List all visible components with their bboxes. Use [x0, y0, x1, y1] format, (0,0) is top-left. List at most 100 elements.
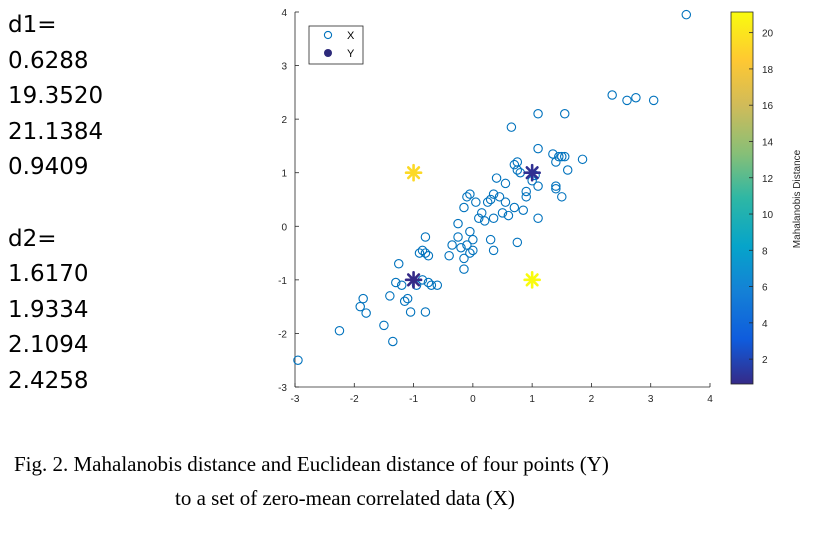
- d1-value-1: 0.6288: [8, 47, 89, 74]
- x-data-point: [512, 165, 523, 175]
- x-data-point: [459, 264, 469, 274]
- x-data-point: [512, 237, 523, 248]
- d2-label: d2=: [8, 225, 57, 252]
- x-data-point: [533, 181, 543, 191]
- d2-value-2: 1.9334: [8, 296, 89, 323]
- y-data-point: [404, 271, 423, 289]
- figure-caption-line1: Fig. 2. Mahalanobis distance and Euclide…: [14, 452, 609, 476]
- y-tick-label: 0: [281, 222, 287, 233]
- colorbar-tick-label: 20: [762, 29, 774, 40]
- x-data-point: [500, 178, 511, 189]
- colorbar-tick-label: 18: [762, 65, 774, 76]
- x-data-point: [468, 234, 478, 245]
- legend: X Y: [308, 25, 364, 65]
- x-tick-label: 2: [589, 394, 595, 405]
- axes: -3 -2 -1 0 1 2 3 4 -3 -2 -1 0 1 2 3 4: [278, 8, 713, 405]
- colorbar: [730, 11, 754, 385]
- x-data-point: [417, 245, 428, 256]
- colorbar-tick-label: 14: [762, 137, 774, 148]
- y-tick-label: 1: [281, 169, 287, 180]
- y-tick-label: -2: [278, 329, 287, 340]
- x-data-point: [399, 296, 410, 307]
- x-data-point: [521, 186, 531, 197]
- x-data-point: [533, 143, 543, 154]
- x-data-point: [453, 232, 463, 242]
- x-data-point: [476, 208, 487, 218]
- y-tick-label: 4: [281, 8, 287, 19]
- x-data-point: [420, 232, 431, 242]
- x-data-point: [391, 277, 401, 288]
- x-data-point: [622, 95, 632, 106]
- y-tick-label: -3: [278, 383, 287, 394]
- x-data-point: [485, 194, 496, 205]
- x-tick-label: 1: [529, 394, 535, 405]
- x-data-point: [420, 307, 431, 317]
- x-series-points: [293, 9, 692, 365]
- colorbar-tick-label: 6: [762, 283, 768, 294]
- figure-caption-line2: to a set of zero-mean correlated data (X…: [175, 486, 515, 510]
- x-data-point: [388, 336, 398, 347]
- d2-value-3: 2.1094: [8, 332, 89, 359]
- x-data-point: [355, 301, 365, 312]
- y-data-point: [404, 163, 423, 182]
- x-data-point: [488, 245, 499, 256]
- x-data-point: [447, 240, 457, 250]
- colorbar-tick-label: 10: [762, 210, 774, 221]
- x-data-point: [648, 95, 659, 106]
- x-data-point: [379, 320, 389, 331]
- colorbar-tick-label: 2: [762, 355, 768, 366]
- y-tick-label: 3: [281, 62, 287, 73]
- x-data-point: [631, 92, 641, 103]
- asterisk-stroke: [406, 166, 421, 180]
- colorbar-tick-label: 4: [762, 319, 768, 330]
- x-tick-label: -2: [350, 394, 359, 405]
- colorbar-tick-label: 12: [762, 174, 774, 185]
- d1-value-4: 0.9409: [8, 154, 89, 181]
- x-data-point: [432, 280, 443, 290]
- x-data-point: [456, 242, 466, 253]
- x-tick-label: -1: [409, 394, 418, 405]
- x-data-point: [554, 151, 564, 162]
- x-data-point: [334, 325, 345, 336]
- d1-value-2: 19.3520: [8, 83, 104, 110]
- asterisk-stroke: [525, 273, 539, 287]
- x-data-point: [577, 154, 588, 165]
- x-data-point: [444, 251, 454, 261]
- x-data-point: [462, 240, 472, 250]
- distance-values-panel: d1= 0.6288 19.3520 21.1384 0.9409 d2= 1.…: [8, 8, 138, 400]
- x-data-point: [509, 202, 520, 213]
- x-data-point: [474, 213, 484, 224]
- x-data-point: [358, 293, 368, 304]
- x-data-point: [494, 192, 505, 202]
- colorbar-tick-label: 8: [762, 246, 768, 257]
- x-data-point: [402, 293, 413, 304]
- y-data-point: [523, 163, 541, 182]
- d1-label: d1=: [8, 12, 57, 38]
- x-data-point: [385, 291, 395, 301]
- x-data-point: [482, 197, 493, 207]
- x-data-point: [465, 248, 475, 258]
- x-data-point: [459, 202, 469, 213]
- x-data-point: [414, 248, 425, 258]
- legend-entry-x: X: [347, 30, 355, 42]
- x-tick-label: 3: [648, 394, 654, 405]
- x-data-point: [521, 192, 531, 202]
- x-data-point: [453, 218, 463, 229]
- x-data-point: [518, 205, 528, 215]
- x-data-point: [681, 9, 692, 20]
- x-data-point: [559, 151, 570, 162]
- x-data-point: [491, 173, 502, 183]
- x-data-point: [559, 109, 570, 119]
- x-data-point: [396, 280, 407, 290]
- x-data-point: [551, 181, 561, 191]
- x-data-point: [423, 251, 434, 261]
- d1-value-3: 21.1384: [8, 118, 104, 145]
- x-data-point: [426, 280, 437, 290]
- x-data-point: [420, 248, 431, 258]
- y-tick-label: -1: [278, 276, 287, 287]
- x-data-point: [548, 149, 558, 159]
- colorbar-label: Mahalanobis Distance: [792, 149, 803, 248]
- x-data-point: [557, 151, 567, 162]
- d2-value-1: 1.6170: [8, 261, 89, 288]
- x-data-point: [557, 192, 567, 202]
